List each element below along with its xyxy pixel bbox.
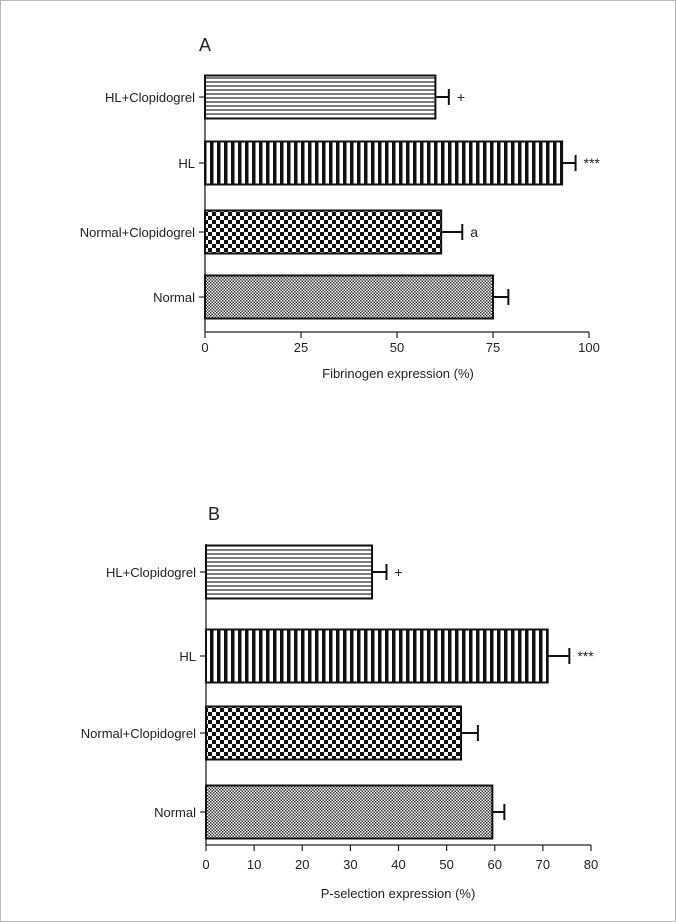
x-tick-label: 60 (488, 857, 502, 872)
x-tick-label: 10 (247, 857, 261, 872)
x-axis-title: Fibrinogen expression (%) (322, 366, 474, 381)
significance-marker: + (394, 564, 402, 580)
chart-panel-b: B 0 10 20 30 40 50 60 70 80 P-selection expression… (81, 504, 598, 901)
panel-label: B (208, 504, 220, 524)
significance-marker: a (470, 224, 478, 240)
x-tick-label: 75 (486, 340, 500, 355)
bar-normal-clopidogrel (204, 209, 443, 255)
x-axis-title: P-selection expression (%) (321, 886, 476, 901)
chart-panel-a: A 0 25 50 75 100 Fibrinogen expression (%) HL+C… (80, 35, 601, 381)
bar-hl-clopidogrel (205, 544, 374, 600)
x-tick-label: 100 (578, 340, 600, 355)
x-tick-label: 25 (294, 340, 308, 355)
category-label: HL+Clopidogrel (105, 90, 195, 105)
category-label: Normal (153, 290, 195, 305)
bar-normal-clopidogrel (205, 705, 463, 761)
x-tick-label: 0 (201, 340, 208, 355)
bar-hl (205, 628, 549, 684)
bar-hl (204, 140, 564, 186)
category-label: Normal (154, 805, 196, 820)
category-label: HL (178, 156, 195, 171)
x-tick-label: 80 (584, 857, 598, 872)
x-tick-label: 70 (536, 857, 550, 872)
category-label: Normal+Clopidogrel (80, 225, 195, 240)
significance-marker: *** (577, 648, 594, 664)
x-tick-label: 40 (391, 857, 405, 872)
x-tick-label: 20 (295, 857, 309, 872)
bar-hl-clopidogrel (204, 74, 437, 120)
category-label: Normal+Clopidogrel (81, 726, 196, 741)
bar-normal (204, 274, 494, 320)
significance-marker: *** (584, 155, 601, 171)
x-tick-label: 50 (390, 340, 404, 355)
significance-marker: + (457, 89, 465, 105)
x-tick-label: 0 (202, 857, 209, 872)
category-label: HL+Clopidogrel (106, 565, 196, 580)
x-tick-label: 30 (343, 857, 357, 872)
x-tick-label: 50 (439, 857, 453, 872)
category-label: HL (179, 649, 196, 664)
panel-label: A (199, 35, 211, 55)
bar-normal (205, 784, 494, 840)
